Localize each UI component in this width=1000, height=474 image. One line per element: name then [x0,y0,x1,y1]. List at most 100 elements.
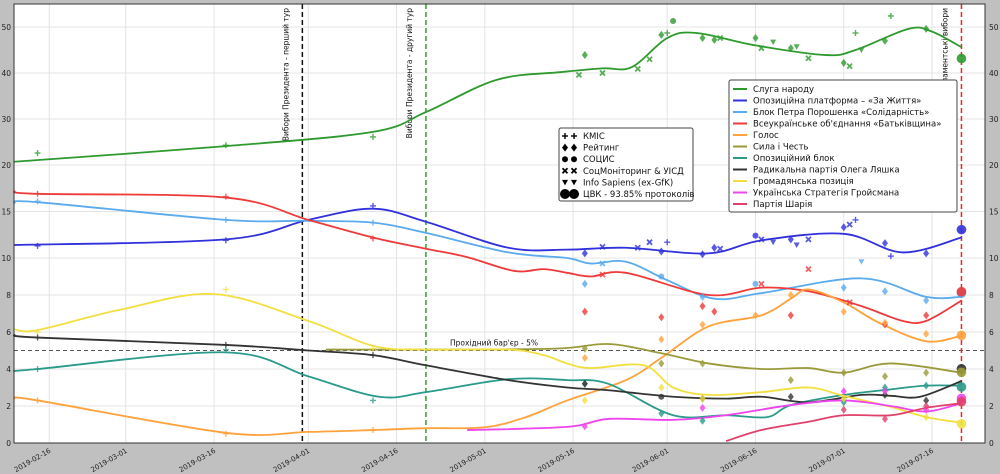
poll-marker [858,259,865,265]
series-lines [12,26,962,443]
legend-marker-icon [569,189,579,199]
pollster-legend-label: КМІС [583,132,605,142]
series-line [12,190,962,324]
poll-marker [699,250,706,259]
party-legend-label: Українська Стратегія Гройсмана [753,189,899,199]
y-tick-label-left: 10 [1,254,11,263]
poll-marker [34,397,41,404]
y-tick-label-left: 2 [6,402,11,411]
poll-marker [699,302,706,311]
poll-marker [858,47,865,53]
poll-marker [34,150,41,157]
threshold-label: Прохідний бар'єр - 5% [450,339,538,348]
y-tick-label-right: 40 [989,69,999,78]
poll-marker [805,236,812,243]
y-tick-label-left: 4 [6,365,11,374]
poll-marker [599,69,606,77]
poll-marker [581,396,588,405]
poll-marker [581,279,588,288]
poll-marker [752,34,759,43]
poll-marker [887,253,894,260]
x-b [846,62,853,70]
poll-marker [34,366,41,372]
poll-marker [711,307,718,316]
y-tick-label-left: 20 [1,161,11,170]
poll-marker [793,242,800,248]
poll-marker [599,260,606,267]
poll-marker [658,313,665,322]
x-b [805,236,812,243]
poll-marker [840,368,847,377]
poll-marker [881,36,888,45]
x-tick-label: 2019-07-01 [808,447,847,474]
poll-marker [956,367,967,378]
poll-marker [787,376,794,385]
poll-marker [923,402,930,410]
x-tick-label: 2019-02-16 [13,447,53,474]
poll-marker [581,422,588,431]
poll-marker [840,405,847,414]
poll-marker [658,335,665,344]
poll-marker [646,56,653,63]
series-line [13,207,962,255]
poll-marker [369,202,376,209]
poll-marker [599,271,606,278]
poll-marker [752,311,759,320]
poll-marker [581,249,588,258]
poll-marker [846,221,853,228]
poll-marker [599,243,606,250]
legend-marker-icon [562,133,568,139]
party-legend-label: Опозиційний блок [753,154,834,164]
poll-marker [369,427,376,434]
poll-marker [222,142,229,149]
x-b [717,245,724,252]
poll-marker [787,392,794,401]
legend-marker-icon [571,133,577,139]
pollster-legend-label: СОЦИС [583,155,615,165]
series-line [13,293,962,424]
poll-marker [369,352,376,359]
poll-marker [34,190,41,197]
poll-marker [658,247,665,256]
poll-marker [717,245,724,252]
legend-marker-icon [562,143,568,152]
x-b [646,56,653,63]
x-b [561,167,569,174]
poll-marker [658,359,665,368]
pollster-legend-label: СоцМоніторинг & УІСД [583,167,684,177]
poll-marker [34,242,41,249]
x-tick-label: 2019-07-16 [896,447,936,474]
poll-marker [711,35,718,44]
poll-marker [369,397,376,404]
y-tick-label-left: 15 [1,208,11,217]
y-tick-label-right: 2 [989,402,994,411]
x-b [846,221,853,228]
poll-marker [699,416,706,425]
legend-marker-icon [571,143,577,152]
x-tick-label: 2019-03-01 [90,447,129,474]
poll-marker [840,387,847,396]
x-tick-label: 2019-04-16 [360,447,400,474]
poll-marker [846,299,853,306]
poll-marker [222,216,229,223]
poll-marker [770,239,777,246]
x-b [758,45,765,52]
legend-marker-icon [570,167,578,174]
poll-marker [923,311,930,320]
poll-marker [881,287,888,296]
pollster-legend-label: Рейтинг [583,144,620,154]
x-b [846,299,853,306]
poll-marker [699,394,706,403]
legend-marker-icon [561,167,569,174]
y-tick-label-left: 40 [1,69,11,78]
party-legend-label: Слуга народу [753,85,814,95]
poll-marker [581,379,588,388]
series-line [12,333,962,404]
poll-marker [369,133,376,140]
poll-marker [923,368,930,377]
poll-marker [956,224,967,235]
poll-marker [840,223,847,232]
legend-marker-icon [562,179,568,186]
